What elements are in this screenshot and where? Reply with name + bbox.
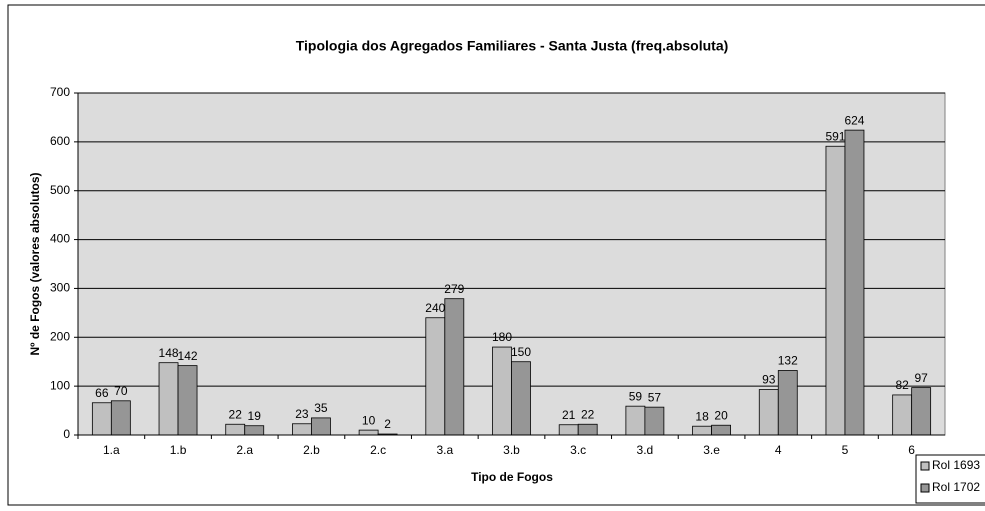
y-axis-label: Nº de Fogos (valores absolutos) (28, 172, 42, 355)
data-label: 624 (844, 113, 864, 127)
chart-title: Tipologia dos Agregados Familiares - San… (296, 38, 729, 54)
y-tick-label: 300 (50, 281, 70, 295)
data-label: 2 (384, 417, 391, 431)
x-tick-label: 4 (775, 443, 782, 457)
data-label: 18 (695, 409, 709, 423)
bar (158, 362, 179, 436)
data-label: 150 (511, 345, 531, 359)
y-tick-label: 0 (63, 427, 70, 441)
x-tick-label: 3.b (503, 443, 520, 457)
x-tick-label: 3.d (637, 443, 654, 457)
y-tick-label: 200 (50, 329, 70, 343)
data-label: 21 (562, 408, 576, 422)
data-label: 10 (362, 413, 376, 427)
x-tick-label: 2.b (303, 443, 320, 457)
data-label: 142 (178, 349, 198, 363)
x-tick-label: 1.a (103, 443, 120, 457)
bar (692, 425, 712, 436)
bar (625, 405, 646, 436)
bar (825, 145, 846, 436)
legend-label: Rol 1693 (932, 458, 980, 472)
data-label: 82 (895, 378, 909, 392)
x-tick-label: 1.b (170, 443, 187, 457)
x-tick-label: 2.c (370, 443, 386, 457)
data-label: 148 (159, 346, 179, 360)
data-label: 19 (248, 409, 262, 423)
bar (358, 429, 379, 436)
bar (577, 423, 598, 436)
bar (225, 423, 246, 436)
data-label: 35 (314, 401, 328, 415)
bar (444, 298, 465, 436)
bar (292, 423, 312, 436)
bar (511, 361, 531, 436)
x-tick-label: 3.a (436, 443, 453, 457)
bar (110, 400, 131, 436)
y-tick-label: 100 (50, 378, 70, 392)
bar (644, 406, 665, 436)
bar (492, 346, 512, 436)
bar (892, 394, 913, 436)
data-label: 22 (581, 407, 595, 421)
data-label: 57 (648, 390, 662, 404)
data-label: 66 (95, 386, 109, 400)
bar (177, 365, 198, 436)
data-label: 70 (114, 384, 128, 398)
data-label: 132 (778, 354, 798, 368)
legend-swatch (920, 461, 930, 471)
bar (758, 389, 779, 436)
legend-swatch (920, 483, 930, 493)
x-tick-label: 2.a (236, 443, 253, 457)
data-label: 180 (492, 330, 512, 344)
y-tick-label: 700 (50, 85, 70, 99)
x-tick-label: 3.c (570, 443, 586, 457)
bar (244, 425, 265, 436)
y-tick-label: 400 (50, 232, 70, 246)
data-label: 59 (629, 389, 643, 403)
data-label: 93 (762, 373, 776, 387)
legend-label: Rol 1702 (932, 480, 980, 494)
bar (777, 370, 798, 436)
bar (844, 129, 865, 436)
bar (311, 417, 331, 436)
y-tick-label: 600 (50, 134, 70, 148)
x-tick-label: 5 (842, 443, 849, 457)
data-label: 97 (914, 371, 928, 385)
bar (91, 402, 112, 436)
data-label: 22 (229, 407, 243, 421)
bar (558, 424, 579, 436)
data-label: 240 (425, 301, 445, 315)
data-label: 279 (444, 282, 464, 296)
bar (425, 317, 446, 436)
data-label: 591 (825, 129, 845, 143)
x-tick-label: 6 (908, 443, 915, 457)
x-tick-label: 3.e (703, 443, 720, 457)
bar (711, 424, 731, 436)
data-label: 20 (714, 408, 728, 422)
data-label: 23 (295, 407, 309, 421)
bar (911, 387, 932, 436)
y-tick-label: 500 (50, 183, 70, 197)
x-axis-label: Tipo de Fogos (471, 470, 553, 484)
